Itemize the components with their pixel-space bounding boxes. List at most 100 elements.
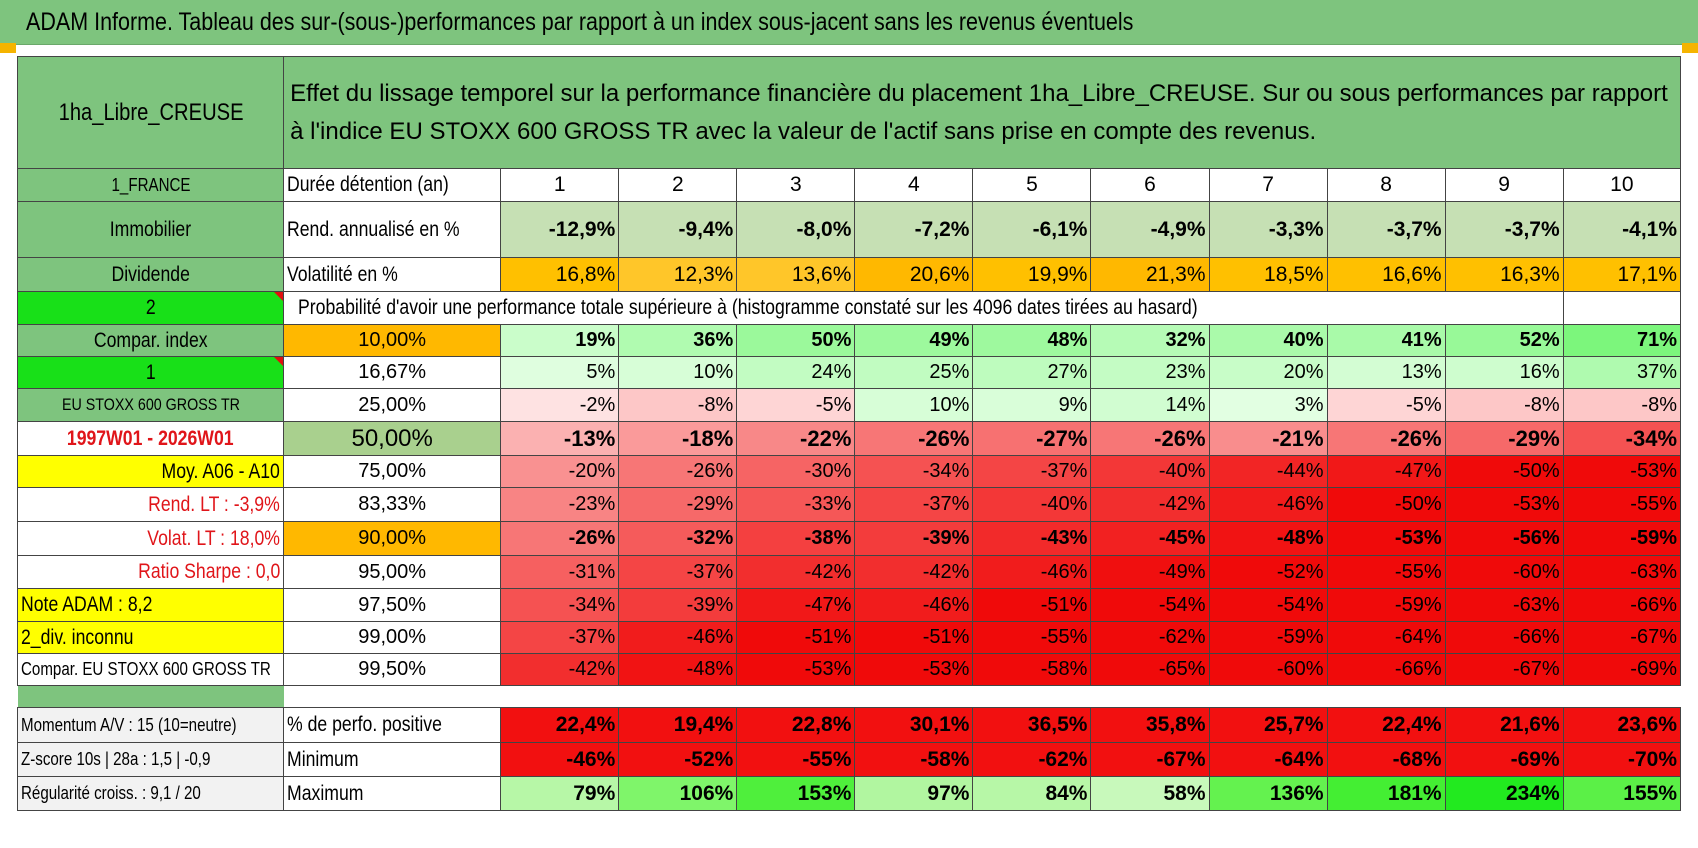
rend-value: -3,3% — [1208, 201, 1328, 258]
vol-value: 20,6% — [854, 257, 974, 292]
vol-value: 13,6% — [736, 257, 856, 292]
selector-1-dropdown[interactable]: 2 — [16, 291, 285, 325]
quantile-value: -22% — [736, 421, 856, 456]
quantile-value: 19% — [500, 324, 620, 357]
quantile-value: -26% — [500, 521, 620, 556]
rend-value: -3,7% — [1326, 201, 1446, 258]
quantile-value: -23% — [500, 487, 620, 522]
quantile-value: -2% — [500, 388, 620, 422]
vol-value: 12,3% — [618, 257, 738, 292]
quantile-value: 41% — [1326, 324, 1446, 357]
quantile-value: -42% — [854, 555, 974, 589]
quantile-value: -59% — [1326, 588, 1446, 622]
minimum-value: -69% — [1444, 742, 1564, 777]
quantile-value: -67% — [1562, 621, 1682, 654]
vol-value: 19,9% — [972, 257, 1092, 292]
quantile-row: Volat. LT : 18,0% 90,00% -26% -32% -38% -39% -… — [16, 521, 1682, 556]
quantile-value: -40% — [972, 487, 1092, 522]
quantile-value: -20% — [500, 455, 620, 488]
vol-value: 16,3% — [1444, 257, 1564, 292]
vol-value: 17,1% — [1562, 257, 1682, 292]
minimum-value: -58% — [854, 742, 974, 777]
minimum-value: -55% — [736, 742, 856, 777]
pct-positive-row: Momentum A/V : 15 (10=neutre)% de perfo.… — [16, 707, 1682, 743]
quantile-row: 1 16,67% 5% 10% 24% 25% 27% 23% 20% 13% 16% 37% — [16, 356, 1682, 389]
selector-2-dropdown[interactable]: 1 — [16, 356, 285, 389]
minimum-value: -70% — [1562, 742, 1682, 777]
quantile-value: -47% — [736, 588, 856, 622]
quantile-value: 27% — [972, 356, 1092, 389]
quantile-value: -34% — [500, 588, 620, 622]
quantile-value: -33% — [736, 487, 856, 522]
quantile-value: -47% — [1326, 455, 1446, 488]
year-header: 2 — [618, 168, 738, 202]
maximum-value: 234% — [1444, 776, 1564, 811]
moy-cell: Moy. A06 - A10 — [16, 455, 285, 488]
quantile-value: -67% — [1444, 653, 1564, 686]
quantile-value: -66% — [1562, 588, 1682, 622]
quantile-value: -42% — [736, 555, 856, 589]
rend-value: -4,9% — [1090, 201, 1210, 258]
quantile-threshold: 50,00% — [283, 421, 502, 456]
maximum-value: 136% — [1208, 776, 1328, 811]
rend-value: -12,9% — [500, 201, 620, 258]
quantile-value: -48% — [618, 653, 738, 686]
maximum-row: Régularité croiss. : 9,1 / 20 Maximum 79% 1… — [16, 776, 1682, 811]
quantile-value: -39% — [618, 588, 738, 622]
quantile-value: -29% — [618, 487, 738, 522]
year-header: 9 — [1444, 168, 1564, 202]
quantile-value: -64% — [1326, 621, 1446, 654]
quantile-value: 50% — [736, 324, 856, 357]
quantile-value: -18% — [618, 421, 738, 456]
quantile-value: -55% — [1562, 487, 1682, 522]
quantile-value: 36% — [618, 324, 738, 357]
quantile-value: -63% — [1444, 588, 1564, 622]
quantile-value: 23% — [1090, 356, 1210, 389]
quantile-value: -26% — [618, 455, 738, 488]
year-header: 10 — [1562, 168, 1682, 202]
rend-value: -6,1% — [972, 201, 1092, 258]
rend-value: -7,2% — [854, 201, 974, 258]
quantile-value: -8% — [618, 388, 738, 422]
quantile-value: 13% — [1326, 356, 1446, 389]
year-header: 4 — [854, 168, 974, 202]
year-header: 6 — [1090, 168, 1210, 202]
quantile-value: 3% — [1208, 388, 1328, 422]
quantile-value: -66% — [1326, 653, 1446, 686]
quantile-value: -52% — [1208, 555, 1328, 589]
quantile-value: -48% — [1208, 521, 1328, 556]
quantile-value: -62% — [1090, 621, 1210, 654]
quantile-value: -27% — [972, 421, 1092, 456]
year-header: 8 — [1326, 168, 1446, 202]
description-cell: Effet du lissage temporel sur la perform… — [283, 56, 1681, 169]
quantile-row: 1997W01 - 2026W01 50,00% -13% -18% -22% -26% -… — [16, 421, 1682, 456]
quantile-row: EU STOXX 600 GROSS TR 25,00% -2% -8% -5% 10% 9… — [16, 388, 1682, 422]
spacer-row — [17, 685, 1681, 708]
quantile-threshold: 90,00% — [283, 521, 502, 556]
sharpe-cell: Ratio Sharpe : 0,0 — [16, 555, 285, 589]
quantile-value: 20% — [1208, 356, 1328, 389]
quantile-threshold: 99,00% — [283, 621, 502, 654]
quantile-value: 37% — [1562, 356, 1682, 389]
quantile-value: -34% — [1562, 421, 1682, 456]
type-cell: Dividende — [16, 257, 285, 292]
report-title: ADAM Informe. Tableau des sur-(sous-)per… — [0, 0, 1698, 45]
minimum-value: -52% — [618, 742, 738, 777]
minimum-value: -67% — [1090, 742, 1210, 777]
quantile-value: -45% — [1090, 521, 1210, 556]
maximum-label: Maximum — [283, 776, 502, 811]
quantile-value: -49% — [1090, 555, 1210, 589]
quantile-value: -50% — [1444, 455, 1564, 488]
quantile-threshold: 97,50% — [283, 588, 502, 622]
proba-label: Probabilité d'avoir une performance tota… — [283, 291, 1446, 325]
quantile-value: -65% — [1090, 653, 1210, 686]
compar-index-label: Compar. index — [16, 324, 285, 357]
quantile-value: -53% — [854, 653, 974, 686]
quantile-value: -40% — [1090, 455, 1210, 488]
quantile-value: -44% — [1208, 455, 1328, 488]
maximum-value: 79% — [500, 776, 620, 811]
quantile-value: -58% — [972, 653, 1092, 686]
year-header: 3 — [736, 168, 856, 202]
period-cell: 1997W01 - 2026W01 — [16, 421, 285, 456]
index-name-cell: EU STOXX 600 GROSS TR — [16, 388, 285, 422]
